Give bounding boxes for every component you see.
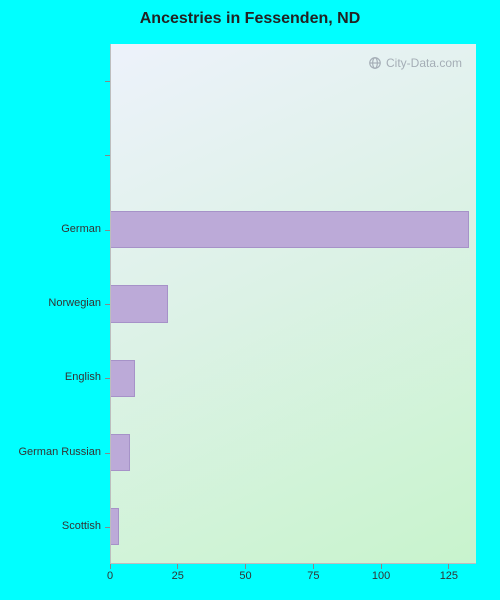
watermark-text: City-Data.com [386, 56, 462, 70]
y-tick-mark [105, 81, 110, 82]
y-tick-label: Scottish [62, 520, 101, 532]
x-tick-label: 25 [158, 570, 198, 582]
x-tick-mark [381, 564, 382, 569]
x-tick-mark [110, 564, 111, 569]
y-tick-mark [105, 378, 110, 379]
plot-area [110, 44, 476, 564]
y-tick-mark [105, 527, 110, 528]
y-tick-label: German [61, 223, 101, 235]
chart-title: Ancestries in Fessenden, ND [0, 10, 500, 28]
globe-icon [368, 56, 382, 70]
bar [111, 211, 469, 248]
x-tick-label: 50 [226, 570, 266, 582]
x-tick-label: 75 [293, 570, 333, 582]
watermark: City-Data.com [368, 56, 462, 70]
bar [111, 434, 130, 471]
chart-area: City-Data.com [110, 44, 476, 564]
bar [111, 285, 168, 322]
y-tick-mark [105, 453, 110, 454]
y-tick-mark [105, 155, 110, 156]
y-tick-label: German Russian [18, 446, 101, 458]
x-tick-mark [448, 564, 449, 569]
x-tick-mark [245, 564, 246, 569]
bar [111, 508, 119, 545]
page-root: Ancestries in Fessenden, ND City-Data.co… [0, 0, 500, 600]
y-tick-mark [105, 304, 110, 305]
x-tick-label: 100 [361, 570, 401, 582]
y-tick-mark [105, 230, 110, 231]
y-tick-label: Norwegian [48, 297, 101, 309]
x-tick-label: 125 [429, 570, 469, 582]
x-tick-label: 0 [90, 570, 130, 582]
bar [111, 360, 135, 397]
y-tick-label: English [65, 371, 101, 383]
x-tick-mark [177, 564, 178, 569]
x-tick-mark [313, 564, 314, 569]
